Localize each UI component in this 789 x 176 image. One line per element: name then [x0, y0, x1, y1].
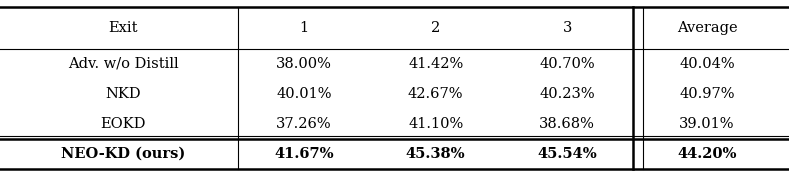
Text: 38.00%: 38.00% [276, 57, 332, 71]
Text: 39.01%: 39.01% [679, 117, 735, 131]
Text: 41.67%: 41.67% [275, 147, 334, 161]
Text: 41.42%: 41.42% [408, 57, 463, 71]
Text: NKD: NKD [105, 87, 141, 101]
Text: 40.70%: 40.70% [540, 57, 595, 71]
Text: 40.01%: 40.01% [276, 87, 331, 101]
Text: 37.26%: 37.26% [276, 117, 332, 131]
Text: NEO-KD (ours): NEO-KD (ours) [61, 147, 185, 161]
Text: 45.38%: 45.38% [406, 147, 466, 161]
Text: 38.68%: 38.68% [540, 117, 595, 131]
Text: Average: Average [677, 21, 738, 35]
Text: 3: 3 [563, 21, 572, 35]
Text: 45.54%: 45.54% [537, 147, 597, 161]
Text: 42.67%: 42.67% [408, 87, 463, 101]
Text: Adv. w/o Distill: Adv. w/o Distill [68, 57, 178, 71]
Text: 2: 2 [431, 21, 440, 35]
Text: 41.10%: 41.10% [408, 117, 463, 131]
Text: Exit: Exit [108, 21, 138, 35]
Text: 40.04%: 40.04% [679, 57, 735, 71]
Text: EOKD: EOKD [100, 117, 146, 131]
Text: 44.20%: 44.20% [677, 147, 737, 161]
Text: 40.97%: 40.97% [679, 87, 735, 101]
Text: 1: 1 [300, 21, 308, 35]
Text: 40.23%: 40.23% [540, 87, 595, 101]
